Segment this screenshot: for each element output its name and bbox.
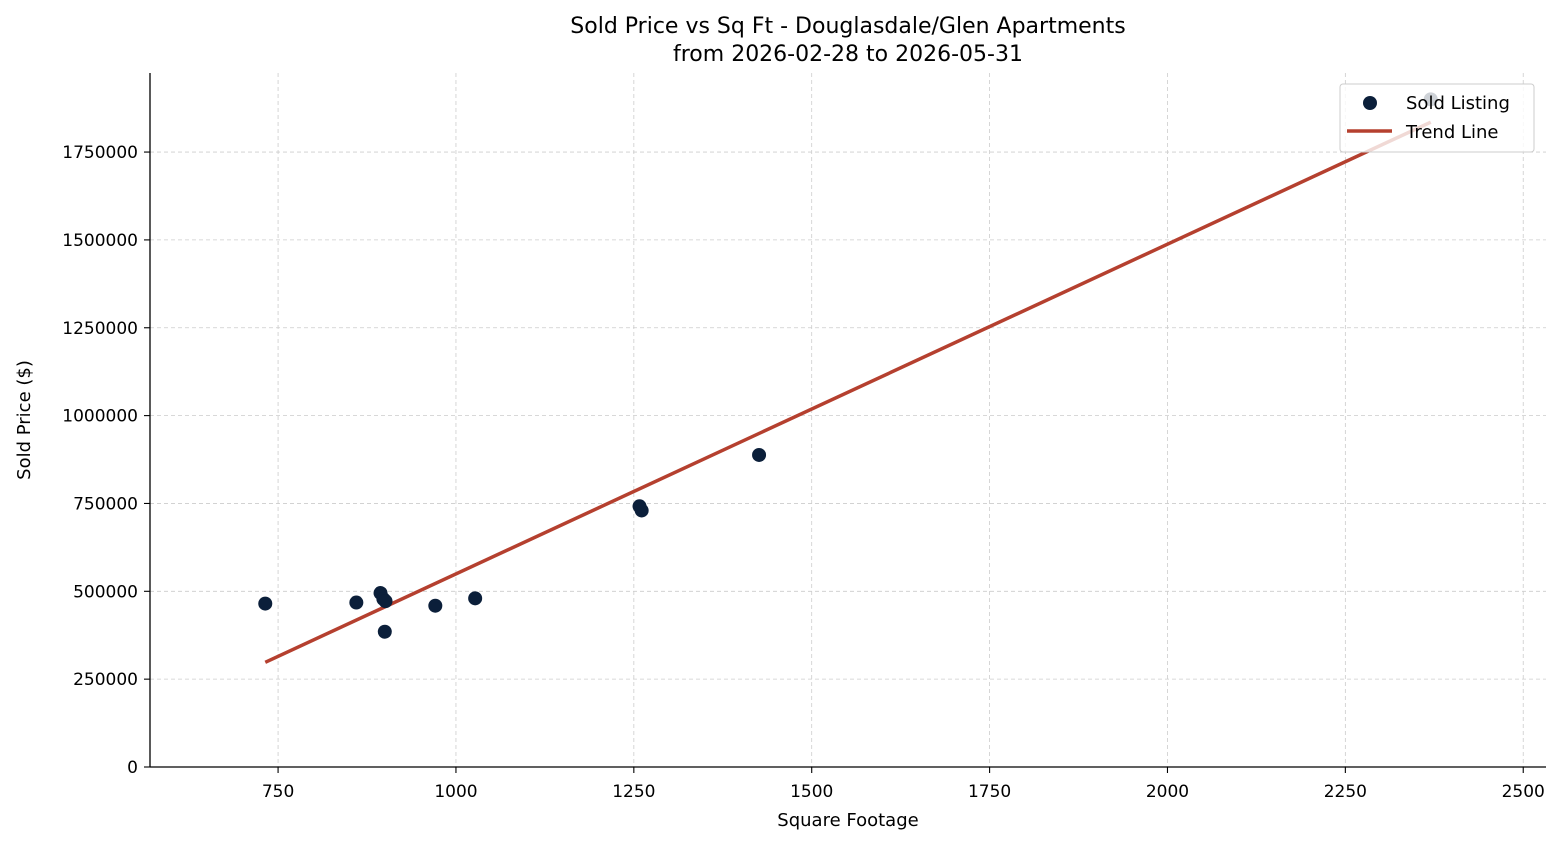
y-axis-ticks: 0 250000 500000 750000 1000000 1250000 1500000…	[62, 143, 150, 778]
legend-label-trend-line: Trend Line	[1405, 122, 1499, 143]
data-point	[468, 591, 483, 606]
x-tick-label: 1250	[612, 782, 655, 802]
y-tick-label: 500000	[73, 582, 138, 602]
scatter-points-layer	[258, 92, 1438, 639]
legend-frame	[1339, 83, 1535, 153]
y-axis-label: Sold Price ($)	[14, 360, 35, 480]
x-tick-label: 2500	[1502, 782, 1545, 802]
chart-subtitle: from 2026-02-28 to 2026-05-31	[673, 42, 1023, 67]
data-point	[377, 624, 392, 639]
x-axis-label: Square Footage	[777, 810, 918, 831]
legend: Sold Listing Trend Line	[1339, 83, 1535, 153]
x-tick-label: 750	[262, 782, 294, 802]
data-point	[428, 598, 443, 613]
legend-label-sold-listing: Sold Listing	[1406, 93, 1510, 114]
y-tick-label: 1250000	[62, 319, 138, 339]
y-tick-label: 0	[127, 758, 138, 778]
trend-line-layer	[264, 120, 1432, 664]
y-tick-label: 1500000	[62, 231, 138, 251]
data-point	[349, 595, 364, 610]
chart-title: Sold Price vs Sq Ft - Douglasdale/Glen A…	[570, 14, 1125, 39]
y-tick-label: 1000000	[62, 407, 138, 427]
grid-lines	[150, 73, 1546, 767]
data-point	[378, 594, 393, 609]
y-tick-label: 750000	[73, 494, 138, 514]
y-tick-label: 250000	[73, 670, 138, 690]
legend-marker-sold-listing	[1363, 96, 1377, 110]
x-tick-label: 2000	[1146, 782, 1189, 802]
trend-line	[264, 120, 1432, 664]
x-tick-label: 2250	[1324, 782, 1367, 802]
x-axis-ticks: 750 1000 1250 1500 1750 2000 2250 2500	[262, 767, 1545, 802]
data-point	[752, 447, 767, 462]
data-point	[258, 596, 273, 611]
y-tick-label: 1750000	[62, 143, 138, 163]
axes	[149, 73, 1546, 768]
x-tick-label: 1500	[790, 782, 833, 802]
data-point	[634, 503, 649, 518]
x-tick-label: 1000	[434, 782, 477, 802]
x-tick-label: 1750	[968, 782, 1011, 802]
